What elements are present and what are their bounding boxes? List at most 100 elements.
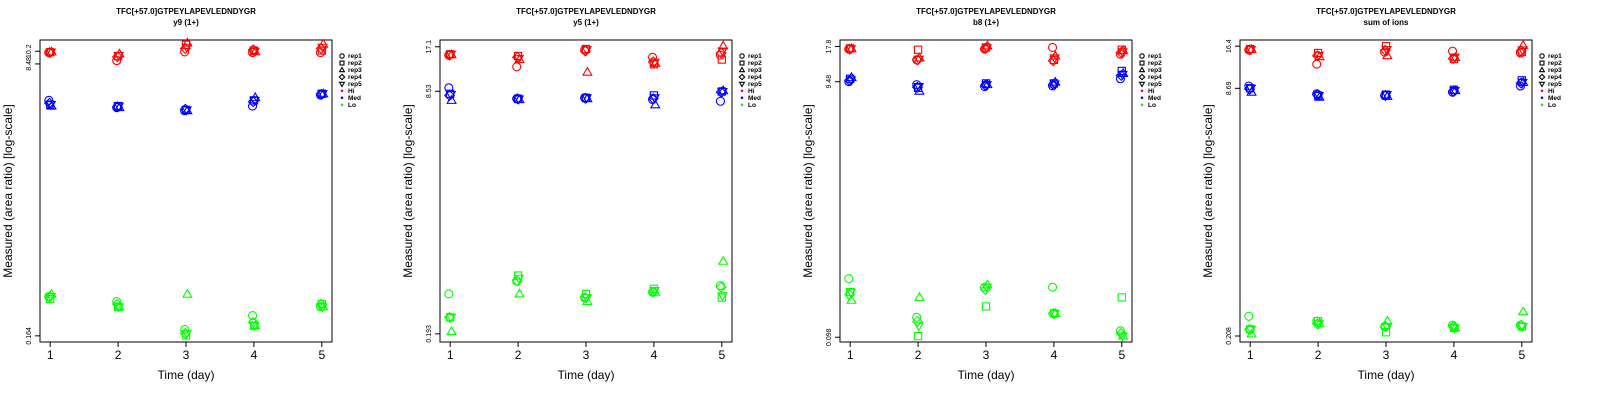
x-tick-label: 3 xyxy=(983,348,990,362)
data-point xyxy=(649,58,660,69)
legend-marker xyxy=(338,81,346,88)
data-point xyxy=(649,94,660,104)
data-point xyxy=(1049,54,1060,64)
legend-label: Hi xyxy=(748,88,755,95)
legend-label: rep5 xyxy=(748,81,762,88)
panel-subtitle: sum of ions xyxy=(1364,18,1409,27)
data-point xyxy=(1047,307,1059,320)
data-point xyxy=(1243,83,1256,95)
panel-subtitle: y5 (1+) xyxy=(573,18,599,27)
data-point xyxy=(1117,332,1128,342)
data-point xyxy=(1312,59,1322,69)
y-tick-label: 8.48 xyxy=(26,57,33,71)
data-point xyxy=(317,43,328,53)
data-point xyxy=(1246,86,1257,96)
data-point xyxy=(1245,45,1257,56)
legend-marker xyxy=(738,66,746,73)
data-point xyxy=(843,43,856,55)
y-tick-label: 0.208 xyxy=(1226,327,1233,345)
data-point xyxy=(113,102,125,112)
legend-dot xyxy=(1540,96,1544,100)
x-tick-label: 3 xyxy=(1383,348,1390,362)
legend-label: Hi xyxy=(348,88,355,95)
legend-label: rep1 xyxy=(1548,53,1562,60)
data-point xyxy=(715,281,727,293)
panel-subtitle: b8 (1+) xyxy=(973,18,999,27)
data-point xyxy=(1381,322,1393,333)
x-tick-label: 1 xyxy=(847,348,854,362)
data-point xyxy=(179,42,191,55)
legend-label: rep5 xyxy=(1148,81,1162,88)
legend-marker xyxy=(1538,81,1546,88)
x-tick-label: 5 xyxy=(1118,348,1125,362)
data-point xyxy=(581,294,593,304)
data-point xyxy=(912,312,922,322)
data-point xyxy=(1047,282,1058,292)
data-point xyxy=(717,85,729,95)
data-point xyxy=(1517,305,1529,316)
data-point xyxy=(1379,44,1391,56)
plot-frame xyxy=(439,39,733,343)
x-tick-label: 1 xyxy=(47,348,54,362)
data-point xyxy=(911,81,923,93)
legend-label: rep4 xyxy=(1548,74,1562,81)
data-point xyxy=(581,94,593,104)
data-point xyxy=(1449,53,1460,63)
data-point xyxy=(1245,325,1257,336)
data-point xyxy=(913,322,925,332)
data-point xyxy=(979,79,991,91)
data-point xyxy=(1115,69,1127,82)
y-axis-label: Measured (area ratio) [log-scale] xyxy=(1201,104,1215,277)
data-point xyxy=(513,274,525,284)
data-point xyxy=(512,62,522,72)
x-axis-label: Time (day) xyxy=(558,368,615,382)
legend-label: Med xyxy=(748,95,761,102)
x-tick-label: 5 xyxy=(718,348,725,362)
legend-label: rep2 xyxy=(748,60,762,67)
data-point xyxy=(44,95,54,105)
plot-frame xyxy=(839,39,1133,343)
data-point xyxy=(247,96,259,108)
legend-marker xyxy=(338,66,346,73)
data-point xyxy=(647,286,659,298)
legend-marker xyxy=(338,73,346,81)
y-tick-label: 16.4 xyxy=(1226,39,1233,53)
legend-marker xyxy=(1538,73,1546,81)
data-point xyxy=(1049,309,1060,320)
data-point xyxy=(315,42,327,55)
legend-marker xyxy=(1539,60,1545,66)
y-tick-label: 8.69 xyxy=(1226,81,1233,95)
x-tick-label: 2 xyxy=(1315,348,1322,362)
data-point xyxy=(443,89,456,101)
data-point xyxy=(1243,323,1256,335)
x-tick-label: 3 xyxy=(583,348,590,362)
data-point xyxy=(980,282,990,292)
data-point xyxy=(844,274,854,284)
y-tick-label: 0.193 xyxy=(426,325,433,343)
x-axis-label: Time (day) xyxy=(958,368,1015,382)
y-tick-label: 17.1 xyxy=(426,40,433,54)
data-point xyxy=(1117,67,1129,77)
series-med xyxy=(43,88,329,116)
legend-label: rep4 xyxy=(748,74,762,81)
data-point xyxy=(317,303,328,313)
data-point xyxy=(182,288,193,298)
data-point xyxy=(1447,85,1459,97)
data-point xyxy=(1381,91,1393,101)
data-point xyxy=(1115,46,1127,59)
data-point xyxy=(914,52,925,62)
x-tick-label: 4 xyxy=(651,348,658,362)
data-point xyxy=(1447,53,1459,65)
series-lo xyxy=(43,288,329,340)
data-point xyxy=(717,292,728,302)
legend-label: Lo xyxy=(348,102,356,109)
legend-dot xyxy=(1140,96,1144,100)
data-point xyxy=(1049,80,1060,90)
legend-marker xyxy=(1139,53,1145,59)
data-point xyxy=(315,302,326,312)
data-point xyxy=(845,76,857,86)
legend-marker xyxy=(1138,81,1146,88)
data-point xyxy=(315,88,327,100)
